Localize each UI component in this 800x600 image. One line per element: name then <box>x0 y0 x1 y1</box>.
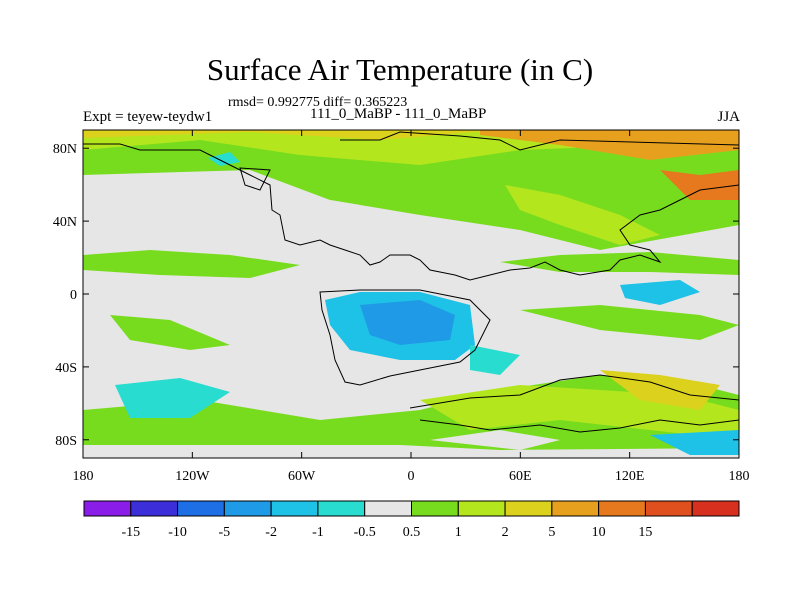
north-pacific-grey <box>140 178 290 200</box>
east-cool-patch <box>470 345 520 375</box>
colorbar-swatch <box>83 500 132 517</box>
period-label: 111_0_MaBP - 111_0_MaBP <box>310 106 487 122</box>
continent-outlines <box>83 131 739 433</box>
colorbar-label: -15 <box>121 525 140 540</box>
x-tick-label: 180 <box>729 469 750 484</box>
y-tick-label: 80S <box>55 434 77 449</box>
latitude-ticks: 80N 40N 0 40S 80S <box>53 142 739 449</box>
colorbar-swatch <box>598 500 646 517</box>
south-indian-band <box>520 305 739 340</box>
south-pacific-band <box>110 315 230 350</box>
colorbar-swatch <box>691 500 740 517</box>
x-tick-label: 0 <box>408 469 415 484</box>
longitude-ticks: 180 120W 60W 0 60E 120E 180 <box>73 130 750 484</box>
colorbar-swatch <box>223 500 272 517</box>
asia-yellowgreen <box>505 185 660 245</box>
antarctic-grey <box>430 430 560 450</box>
north-atlantic-grey <box>300 195 360 230</box>
colorbar-label: -1 <box>312 525 324 540</box>
colorbar-swatch <box>644 500 693 517</box>
x-tick-label: 120W <box>175 469 210 484</box>
colorbar-swatch <box>177 500 225 517</box>
siberia-darkorange <box>660 170 739 200</box>
antarctic-coast <box>419 419 739 433</box>
colorbar-label: 5 <box>548 525 555 540</box>
colorbar-label: -5 <box>219 525 231 540</box>
pangea-cooler-core <box>360 300 455 345</box>
gondwana-east <box>409 374 739 409</box>
colorbar-swatch <box>270 500 319 517</box>
laurasia-north-coast <box>340 131 739 151</box>
antarctic-cool <box>650 430 739 455</box>
southern-yellow <box>600 370 720 410</box>
siberia-orange <box>480 130 739 160</box>
colorbar: -15 -10 -5 -2 -1 -0.5 0.5 1 2 5 10 15 <box>83 500 740 540</box>
y-tick-label: 0 <box>70 288 77 303</box>
colorbar-label: -10 <box>168 525 187 540</box>
experiment-label: Expt = teyew-teydw1 <box>83 109 213 125</box>
greenland-outline <box>239 167 271 191</box>
colorbar-swatch <box>364 500 413 517</box>
y-tick-label: 80N <box>53 142 77 157</box>
stats-label: rmsd= 0.992775 diff= 0.365223 <box>228 95 408 110</box>
colorbar-swatch <box>504 500 553 517</box>
antarctic-coast-grey <box>83 445 739 458</box>
tropical-band <box>83 250 300 278</box>
colorbar-label: 10 <box>592 525 606 540</box>
colorbar-label: -2 <box>265 525 277 540</box>
colorbar-swatch <box>411 500 459 517</box>
arctic-cool-spot <box>208 152 240 166</box>
colorbar-label: 2 <box>502 525 509 540</box>
x-tick-label: 60W <box>288 469 316 484</box>
colorbar-label: -0.5 <box>354 525 376 540</box>
colorbar-swatch <box>317 500 366 517</box>
y-tick-label: 40S <box>55 361 77 376</box>
temperature-field <box>83 130 739 458</box>
colorbar-label: 1 <box>455 525 462 540</box>
x-tick-label: 120E <box>615 469 645 484</box>
colorbar-label: 0.5 <box>403 525 421 540</box>
colorbar-swatch <box>130 500 179 517</box>
south-pacific-cool <box>115 378 230 418</box>
arctic-yellow <box>83 130 500 140</box>
gondwana-west <box>319 289 491 386</box>
east-tethys-cool <box>620 280 700 305</box>
map-title: Surface Air Temperature (in C) <box>206 52 594 87</box>
colorbar-label: 15 <box>638 525 652 540</box>
colorbar-swatch <box>551 500 600 517</box>
x-tick-label: 180 <box>73 469 94 484</box>
season-label: JJA <box>717 109 740 125</box>
laurasia-south-coast <box>83 143 739 281</box>
indian-ocean-band <box>500 252 739 275</box>
x-tick-label: 60E <box>509 469 532 484</box>
colorbar-swatch <box>457 500 506 517</box>
y-tick-label: 40N <box>53 215 77 230</box>
